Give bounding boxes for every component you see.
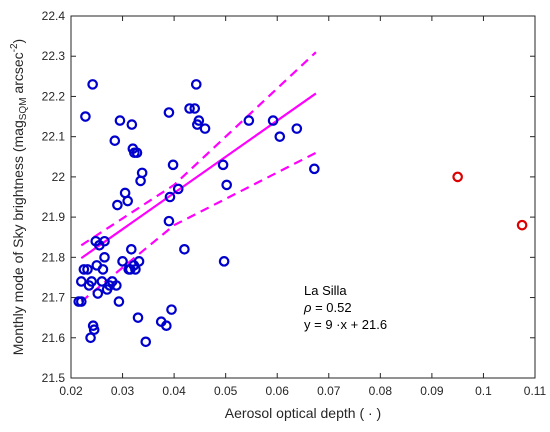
x-tick-label: 0.05 [214, 384, 238, 398]
y-tick-label: 21.8 [42, 250, 66, 264]
ci-lower-line [80, 151, 317, 303]
data-point [133, 256, 145, 267]
data-point [96, 276, 108, 287]
y-tick-label: 22.1 [42, 130, 66, 144]
y-tick-label: 22.4 [42, 9, 66, 23]
rho-symbol: ρ [303, 300, 312, 315]
outlier-point [452, 171, 463, 183]
y-tick-label: 21.5 [42, 371, 66, 385]
x-axis-ticks: 0.02 0.03 0.04 0.05 0.06 0.07 0.08 0.09 0.1 0.11 [59, 16, 547, 398]
data-point [136, 167, 148, 179]
data-point [291, 123, 303, 134]
data-point [163, 107, 175, 118]
x-axis-label: Aerosol optical depth ( · ) [225, 405, 381, 421]
data-point [99, 235, 110, 247]
x-tick-label: 0.11 [524, 384, 547, 398]
data-points [73, 79, 320, 348]
data-point [109, 135, 121, 146]
y-axis-label-main: Monthly mode of Sky brightness (mag [10, 120, 26, 355]
data-point [126, 119, 138, 130]
y-axis-label-sup: -2 [9, 43, 20, 52]
data-point [243, 115, 255, 126]
annotation-equation: y = 9 ·x + 21.6 [304, 317, 387, 332]
data-point [88, 324, 100, 336]
y-tick-label: 21.6 [42, 331, 66, 345]
data-point [131, 147, 143, 159]
confidence-bands [80, 51, 317, 303]
data-point [161, 320, 172, 332]
data-point [132, 312, 144, 323]
ci-upper-line [80, 51, 317, 247]
x-tick-label: 0.08 [369, 384, 393, 398]
data-point [97, 264, 109, 275]
y-tick-label: 21.9 [42, 210, 66, 224]
data-point [99, 252, 110, 263]
data-point [199, 123, 211, 134]
y-axis-label-unit: arcsec [10, 52, 26, 97]
rho-value: = 0.52 [311, 300, 351, 315]
y-axis-label-close: ) [10, 39, 26, 44]
data-point [167, 159, 179, 171]
data-point [113, 296, 125, 307]
data-point [217, 159, 229, 171]
x-tick-label: 0.02 [59, 384, 83, 398]
data-point [122, 195, 134, 207]
data-point [164, 191, 176, 203]
data-point [193, 115, 205, 126]
outlier-point [516, 219, 528, 231]
y-tick-label: 22.3 [42, 49, 66, 63]
data-point [218, 256, 230, 267]
x-tick-label: 0.07 [317, 384, 341, 398]
data-point [163, 215, 175, 227]
annotation-rho: ρ = 0.52 [303, 300, 352, 315]
x-tick-label: 0.06 [266, 384, 290, 398]
data-point [172, 183, 184, 195]
data-point [309, 163, 320, 175]
data-point [82, 264, 93, 275]
plot-area [71, 16, 535, 378]
data-point [80, 111, 91, 122]
axes-box [70, 15, 536, 379]
data-point [166, 304, 177, 315]
data-point [126, 243, 137, 255]
data-point [76, 296, 87, 307]
y-axis-label-sub: SQM [18, 97, 29, 120]
data-point [189, 103, 201, 114]
x-tick-label: 0.04 [162, 384, 186, 398]
data-point [221, 179, 232, 191]
annotation-box: La Silla ρ = 0.52 y = 9 ·x + 21.6 [303, 283, 387, 332]
data-point [87, 79, 98, 90]
data-point [112, 199, 123, 211]
x-tick-label: 0.03 [111, 384, 135, 398]
data-point [76, 276, 87, 287]
data-point [179, 243, 190, 255]
y-tick-label: 22.2 [42, 89, 66, 103]
data-point [117, 256, 128, 267]
data-point [92, 288, 104, 299]
data-point [140, 336, 152, 348]
data-point [114, 115, 126, 126]
y-axis-ticks: 21.5 21.6 21.7 21.8 21.9 22 22.1 22.2 22.3 22.4 [42, 9, 535, 385]
data-point [274, 131, 286, 142]
data-point [190, 79, 202, 90]
y-axis-label: Monthly mode of Sky brightness (magSQM a… [9, 39, 29, 355]
annotation-site: La Silla [304, 283, 347, 298]
data-point [111, 280, 122, 291]
data-point [78, 264, 90, 275]
x-tick-label: 0.1 [475, 384, 492, 398]
y-tick-label: 22 [52, 170, 66, 184]
data-point [184, 103, 195, 114]
data-point [267, 115, 279, 126]
data-point [86, 276, 97, 287]
y-tick-label: 21.7 [42, 291, 66, 305]
x-tick-label: 0.09 [420, 384, 444, 398]
outlier-points [452, 171, 528, 231]
